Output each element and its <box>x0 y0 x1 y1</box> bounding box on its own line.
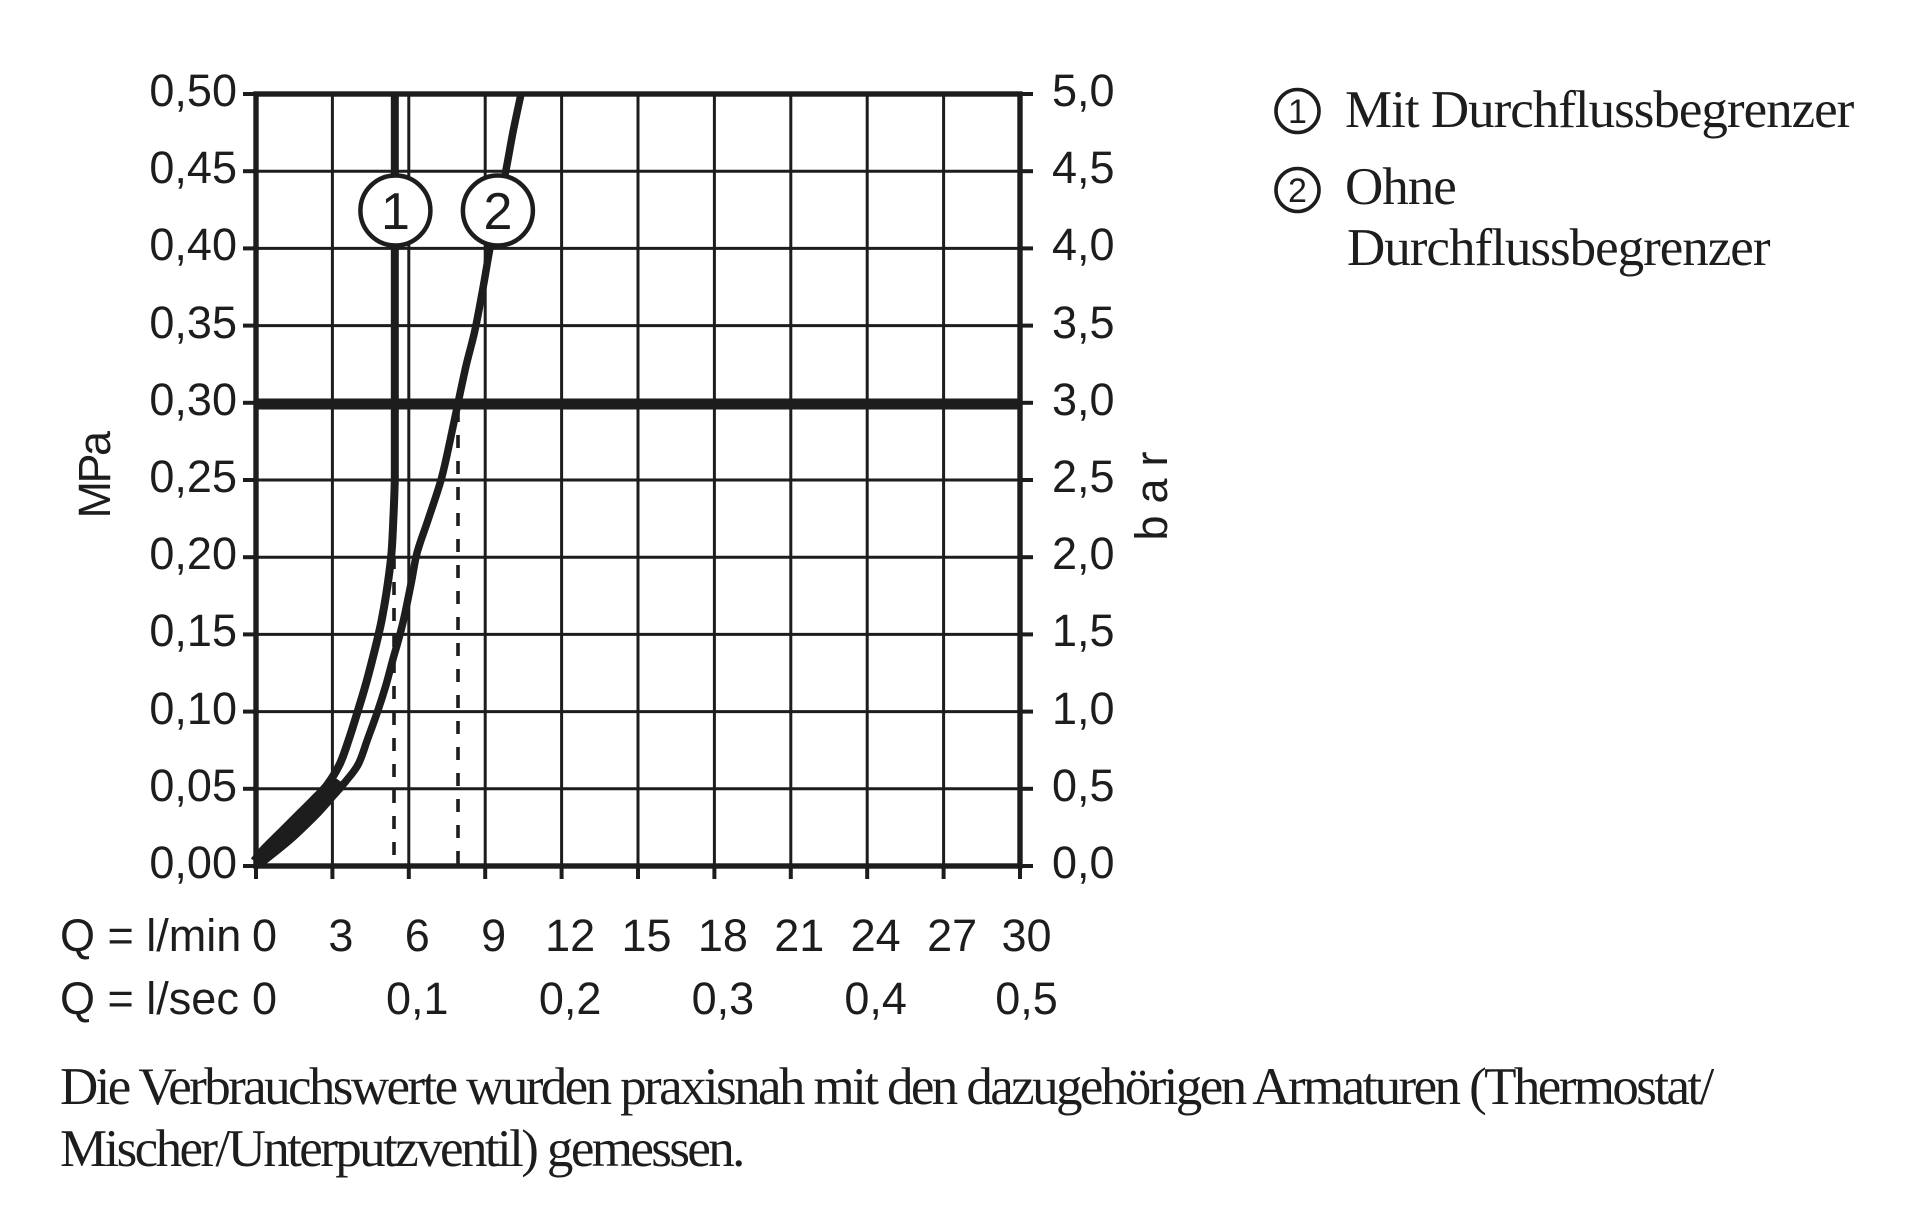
svg-text:0,2: 0,2 <box>539 973 602 1024</box>
svg-text:21: 21 <box>774 910 824 961</box>
svg-text:Q = l/sec: Q = l/sec <box>60 973 239 1024</box>
svg-text:0,5: 0,5 <box>995 973 1058 1024</box>
svg-text:2: 2 <box>483 183 512 241</box>
svg-text:0,5: 0,5 <box>1052 760 1115 811</box>
svg-text:0,05: 0,05 <box>149 760 237 811</box>
svg-text:3: 3 <box>328 910 353 961</box>
svg-text:15: 15 <box>621 910 671 961</box>
svg-text:1: 1 <box>381 183 410 241</box>
svg-text:Q = l/min: Q = l/min <box>60 910 241 961</box>
svg-text:2: 2 <box>1288 172 1307 210</box>
svg-text:0,3: 0,3 <box>692 973 755 1024</box>
svg-text:0,40: 0,40 <box>149 219 237 270</box>
svg-text:1,0: 1,0 <box>1052 683 1115 734</box>
svg-text:Ohne: Ohne <box>1345 158 1456 216</box>
svg-text:1: 1 <box>1288 93 1307 131</box>
svg-text:2,0: 2,0 <box>1052 528 1115 579</box>
svg-text:4,5: 4,5 <box>1052 142 1115 193</box>
svg-text:Mischer/Unterputzventil) gemes: Mischer/Unterputzventil) gemessen. <box>60 1120 743 1178</box>
svg-text:0,20: 0,20 <box>149 528 237 579</box>
svg-text:0,4: 0,4 <box>844 973 907 1024</box>
svg-text:0: 0 <box>252 910 277 961</box>
svg-text:MPa: MPa <box>69 430 120 519</box>
svg-text:bar: bar <box>1126 439 1177 540</box>
svg-text:0,35: 0,35 <box>149 297 237 348</box>
svg-text:Mit Durchflussbegrenzer: Mit Durchflussbegrenzer <box>1345 81 1855 139</box>
svg-text:18: 18 <box>698 910 748 961</box>
svg-text:6: 6 <box>405 910 430 961</box>
svg-text:0,45: 0,45 <box>149 142 237 193</box>
svg-text:4,0: 4,0 <box>1052 219 1115 270</box>
svg-text:3,0: 3,0 <box>1052 374 1115 425</box>
svg-text:3,5: 3,5 <box>1052 297 1115 348</box>
svg-text:5,0: 5,0 <box>1052 65 1115 116</box>
svg-text:0,0: 0,0 <box>1052 837 1115 888</box>
svg-text:0,10: 0,10 <box>149 683 237 734</box>
svg-text:Durchflussbegrenzer: Durchflussbegrenzer <box>1347 219 1771 277</box>
svg-text:0,15: 0,15 <box>149 605 237 656</box>
svg-text:0: 0 <box>252 973 277 1024</box>
svg-text:9: 9 <box>481 910 506 961</box>
svg-text:0,00: 0,00 <box>149 837 237 888</box>
svg-text:0,30: 0,30 <box>149 374 237 425</box>
svg-text:30: 30 <box>1001 910 1051 961</box>
svg-text:24: 24 <box>851 910 901 961</box>
svg-text:0,1: 0,1 <box>386 973 449 1024</box>
svg-text:1,5: 1,5 <box>1052 605 1115 656</box>
svg-text:0,50: 0,50 <box>149 65 237 116</box>
svg-text:Die Verbrauchswerte wurden pra: Die Verbrauchswerte wurden praxisnah mit… <box>60 1058 1714 1116</box>
svg-text:2,5: 2,5 <box>1052 451 1115 502</box>
svg-text:27: 27 <box>927 910 977 961</box>
svg-text:0,25: 0,25 <box>149 451 237 502</box>
svg-text:12: 12 <box>545 910 595 961</box>
